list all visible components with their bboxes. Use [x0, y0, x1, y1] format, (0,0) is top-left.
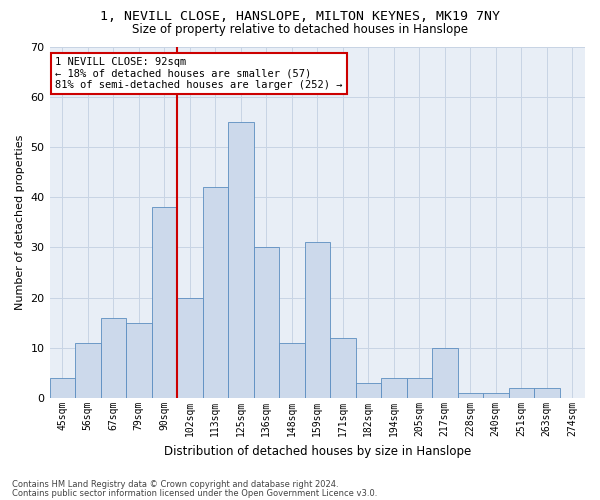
Bar — [254, 248, 279, 398]
Text: 1, NEVILL CLOSE, HANSLOPE, MILTON KEYNES, MK19 7NY: 1, NEVILL CLOSE, HANSLOPE, MILTON KEYNES… — [100, 10, 500, 23]
Bar — [330, 338, 356, 398]
Y-axis label: Number of detached properties: Number of detached properties — [15, 134, 25, 310]
Bar — [534, 388, 560, 398]
Text: 1 NEVILL CLOSE: 92sqm
← 18% of detached houses are smaller (57)
81% of semi-deta: 1 NEVILL CLOSE: 92sqm ← 18% of detached … — [55, 57, 343, 90]
Bar — [305, 242, 330, 398]
Bar — [356, 383, 381, 398]
Bar — [50, 378, 75, 398]
Bar — [177, 298, 203, 398]
Bar — [458, 393, 483, 398]
Text: Contains public sector information licensed under the Open Government Licence v3: Contains public sector information licen… — [12, 488, 377, 498]
Bar — [381, 378, 407, 398]
Text: Contains HM Land Registry data © Crown copyright and database right 2024.: Contains HM Land Registry data © Crown c… — [12, 480, 338, 489]
Text: Size of property relative to detached houses in Hanslope: Size of property relative to detached ho… — [132, 22, 468, 36]
Bar — [203, 187, 228, 398]
Bar — [228, 122, 254, 398]
Bar — [432, 348, 458, 398]
Bar — [407, 378, 432, 398]
Bar — [509, 388, 534, 398]
Bar — [126, 323, 152, 398]
Bar — [483, 393, 509, 398]
Bar — [75, 343, 101, 398]
X-axis label: Distribution of detached houses by size in Hanslope: Distribution of detached houses by size … — [164, 444, 471, 458]
Bar — [101, 318, 126, 398]
Bar — [279, 343, 305, 398]
Bar — [152, 207, 177, 398]
